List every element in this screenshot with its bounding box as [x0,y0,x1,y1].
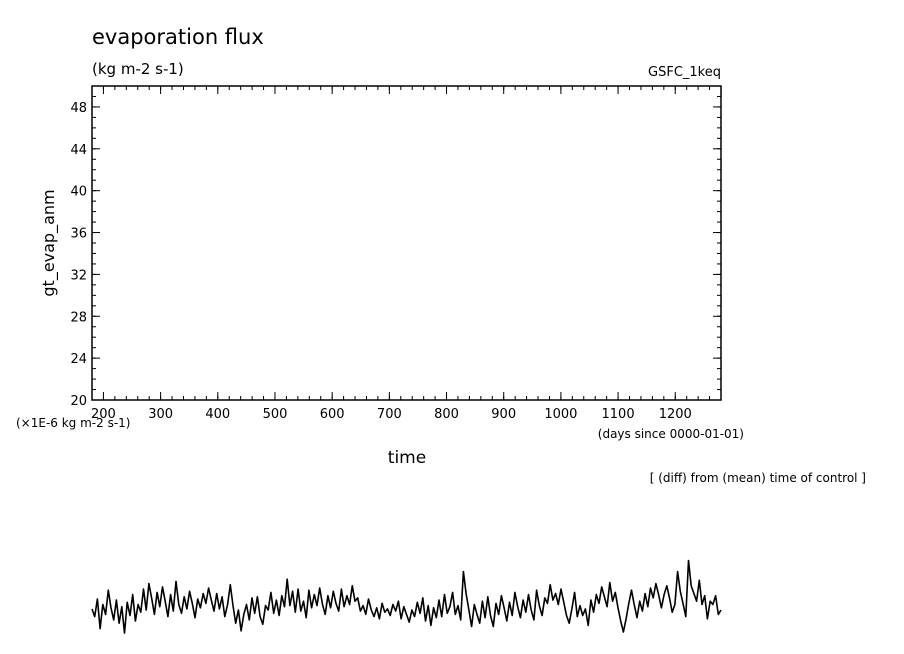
x-axis-label: time [388,448,426,468]
x-tick-label: 700 [377,407,402,422]
x-tick-label: 200 [91,407,116,422]
plot-frame [91,85,722,401]
y-tick-label: 32 [70,268,87,283]
x-tick-label: 300 [148,407,173,422]
x-tick-label: 900 [491,407,516,422]
y-tick-label: 36 [70,227,87,242]
x-tick-label: 1100 [602,407,635,422]
x-tick-label: 1200 [659,407,692,422]
footnote: [ (diff) from (mean) time of control ] [650,471,866,485]
source-label: GSFC_1keq [648,65,721,80]
y-tick-label: 48 [70,101,87,116]
x-tick-label: 1000 [544,407,577,422]
x-tick-label: 800 [434,407,459,422]
x-tick-label: 400 [205,407,230,422]
chart-title: evaporation flux [92,25,264,49]
y-tick-labels: 20 24 28 32 36 40 44 48 [70,101,87,409]
chart-subtitle: (kg m-2 s-1) [92,60,184,78]
x-tick-label: 500 [263,407,288,422]
y-tick-label: 20 [70,394,87,409]
y-unit-note: (×1E-6 kg m-2 s-1) [16,416,130,430]
y-tick-label: 44 [70,143,87,158]
series-line [91,559,722,634]
y-tick-label: 28 [70,310,87,325]
y-tick-label: 24 [70,352,87,367]
axis-ticks [92,86,722,401]
x-tick-labels: 200 300 400 500 600 700 800 900 1000 1100 1200 [91,407,692,422]
y-tick-label: 40 [70,185,87,200]
x-tick-label: 600 [320,407,345,422]
y-axis-label: gt_evap_anm [39,189,59,296]
x-unit-note: (days since 0000-01-01) [598,427,744,441]
